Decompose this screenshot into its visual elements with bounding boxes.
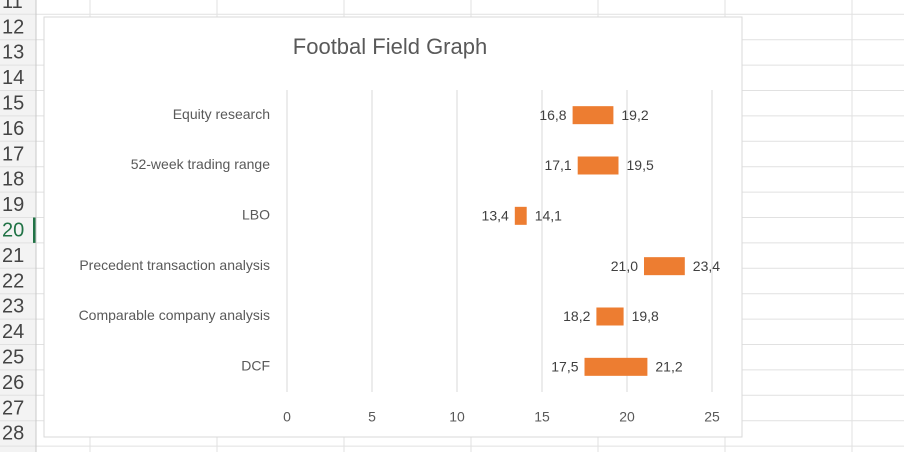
x-tick-label: 15 (534, 409, 550, 425)
bar (596, 307, 624, 326)
x-tick-label: 0 (283, 409, 291, 425)
value-label: 19,8 (632, 308, 659, 324)
chart-title: Footbal Field Graph (293, 34, 487, 59)
row-number: 20 (2, 219, 24, 241)
value-label: 19,2 (621, 107, 648, 123)
bar (514, 206, 527, 225)
category-label: 52-week trading range (131, 156, 271, 172)
row-number: 19 (2, 194, 24, 216)
row-number: 16 (2, 118, 24, 140)
row-number: 24 (2, 321, 24, 343)
value-label: 19,5 (627, 157, 654, 173)
x-tick-label: 10 (449, 409, 465, 425)
x-tick-label: 25 (704, 409, 720, 425)
value-label: 21,0 (611, 258, 638, 274)
row-number: 13 (2, 42, 24, 64)
row-number: 14 (2, 67, 24, 89)
value-label: 13,4 (482, 208, 509, 224)
x-tick-label: 20 (619, 409, 635, 425)
value-label: 23,4 (693, 258, 720, 274)
selected-row-marker (33, 217, 36, 243)
value-label: 18,2 (563, 308, 590, 324)
bar (584, 357, 648, 376)
row-number: 11 (2, 0, 23, 13)
bar (572, 106, 614, 125)
category-label: DCF (241, 358, 270, 374)
bar (644, 257, 685, 276)
value-label: 17,1 (544, 157, 571, 173)
row-number: 18 (2, 169, 24, 191)
row-number: 21 (2, 245, 24, 267)
row-number: 22 (2, 270, 24, 292)
value-label: 21,2 (655, 359, 682, 375)
category-label: Equity research (173, 106, 270, 122)
value-label: 17,5 (551, 359, 578, 375)
row-number: 23 (2, 296, 24, 318)
row-number: 17 (2, 143, 24, 165)
row-number: 25 (2, 346, 24, 368)
row-number: 26 (2, 372, 24, 394)
row-number: 28 (2, 423, 24, 445)
row-header-column (0, 0, 36, 452)
row-number: 27 (2, 397, 24, 419)
row-number: 15 (2, 92, 24, 114)
category-label: Precedent transaction analysis (79, 257, 270, 273)
category-label: Comparable company analysis (79, 307, 270, 323)
x-tick-label: 5 (368, 409, 376, 425)
bar (577, 156, 619, 175)
category-label: LBO (242, 207, 270, 223)
value-label: 14,1 (535, 208, 562, 224)
row-number: 12 (2, 16, 24, 38)
chart: Footbal Field Graph 0 5 10 15 20 25 Equity res… (43, 16, 743, 438)
value-label: 16,8 (539, 107, 566, 123)
